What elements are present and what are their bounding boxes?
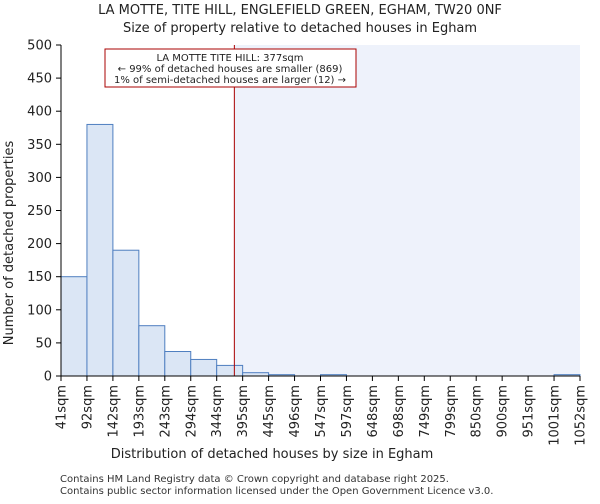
annotation-line-1: LA MOTTE TITE HILL: 377sqm bbox=[156, 53, 303, 64]
y-tick-label: 200 bbox=[27, 237, 52, 252]
y-tick-label: 450 bbox=[27, 72, 52, 87]
y-tick-label: 350 bbox=[27, 138, 52, 153]
y-axis-ticks: 0 50 100 150 200 250 300 350 400 450 500 bbox=[27, 39, 61, 385]
bar bbox=[190, 358, 218, 377]
bar bbox=[216, 364, 244, 377]
y-axis-title: Number of detached properties bbox=[2, 141, 17, 346]
x-tick-label: 547sqm bbox=[314, 385, 329, 438]
x-tick-label: 243sqm bbox=[158, 385, 173, 438]
y-tick-label: 250 bbox=[27, 204, 52, 219]
chart-subtitle: Size of property relative to detached ho… bbox=[123, 21, 477, 36]
x-tick-label: 92sqm bbox=[80, 385, 95, 429]
x-tick-label: 294sqm bbox=[184, 385, 199, 438]
y-tick-label: 500 bbox=[27, 39, 52, 54]
bar bbox=[138, 325, 166, 377]
x-tick-label: 648sqm bbox=[366, 385, 381, 438]
annotation-line-3: 1% of semi-detached houses are larger (1… bbox=[114, 75, 346, 86]
x-tick-label: 445sqm bbox=[262, 385, 277, 438]
bar bbox=[60, 276, 88, 377]
annotation-frame bbox=[104, 48, 357, 88]
x-axis-title: Distribution of detached houses by size … bbox=[111, 447, 434, 462]
y-tick-label: 400 bbox=[27, 105, 52, 120]
y-tick-label: 150 bbox=[27, 270, 52, 285]
x-tick-label: 799sqm bbox=[444, 385, 459, 438]
x-tick-label: 749sqm bbox=[418, 385, 433, 438]
bar bbox=[112, 249, 140, 377]
x-tick-label: 41sqm bbox=[55, 385, 70, 429]
x-tick-label: 900sqm bbox=[496, 385, 511, 438]
x-tick-label: 850sqm bbox=[470, 385, 485, 438]
chart-title: LA MOTTE, TITE HILL, ENGLEFIELD GREEN, E… bbox=[98, 3, 502, 18]
footer-line-2: Contains public sector information licen… bbox=[60, 486, 493, 497]
x-tick-label: 1052sqm bbox=[574, 385, 589, 446]
y-tick-label: 300 bbox=[27, 171, 52, 186]
y-tick-label: 100 bbox=[27, 303, 52, 318]
x-tick-label: 395sqm bbox=[236, 385, 251, 438]
above-marker-shade bbox=[234, 45, 580, 376]
x-tick-label: 1001sqm bbox=[548, 385, 563, 446]
annotation-box: LA MOTTE TITE HILL: 377sqm ← 99% of deta… bbox=[104, 48, 357, 88]
x-tick-label: 344sqm bbox=[210, 385, 225, 438]
y-tick-label: 0 bbox=[44, 370, 52, 385]
x-tick-label: 951sqm bbox=[522, 385, 537, 438]
bar bbox=[164, 351, 192, 377]
bars-group bbox=[60, 123, 581, 377]
bar bbox=[86, 123, 114, 377]
y-tick-label: 50 bbox=[35, 336, 52, 351]
x-tick-label: 193sqm bbox=[132, 385, 147, 438]
x-tick-label: 597sqm bbox=[340, 385, 355, 438]
x-tick-label: 142sqm bbox=[106, 385, 121, 438]
x-tick-label: 496sqm bbox=[288, 385, 303, 438]
x-axis-ticks: 41sqm 92sqm 142sqm 193sqm 243sqm 294sqm 344sqm… bbox=[55, 376, 589, 446]
x-tick-label: 698sqm bbox=[392, 385, 407, 438]
footer-line-1: Contains HM Land Registry data © Crown c… bbox=[60, 474, 449, 485]
annotation-line-2: ← 99% of detached houses are smaller (86… bbox=[118, 64, 343, 75]
